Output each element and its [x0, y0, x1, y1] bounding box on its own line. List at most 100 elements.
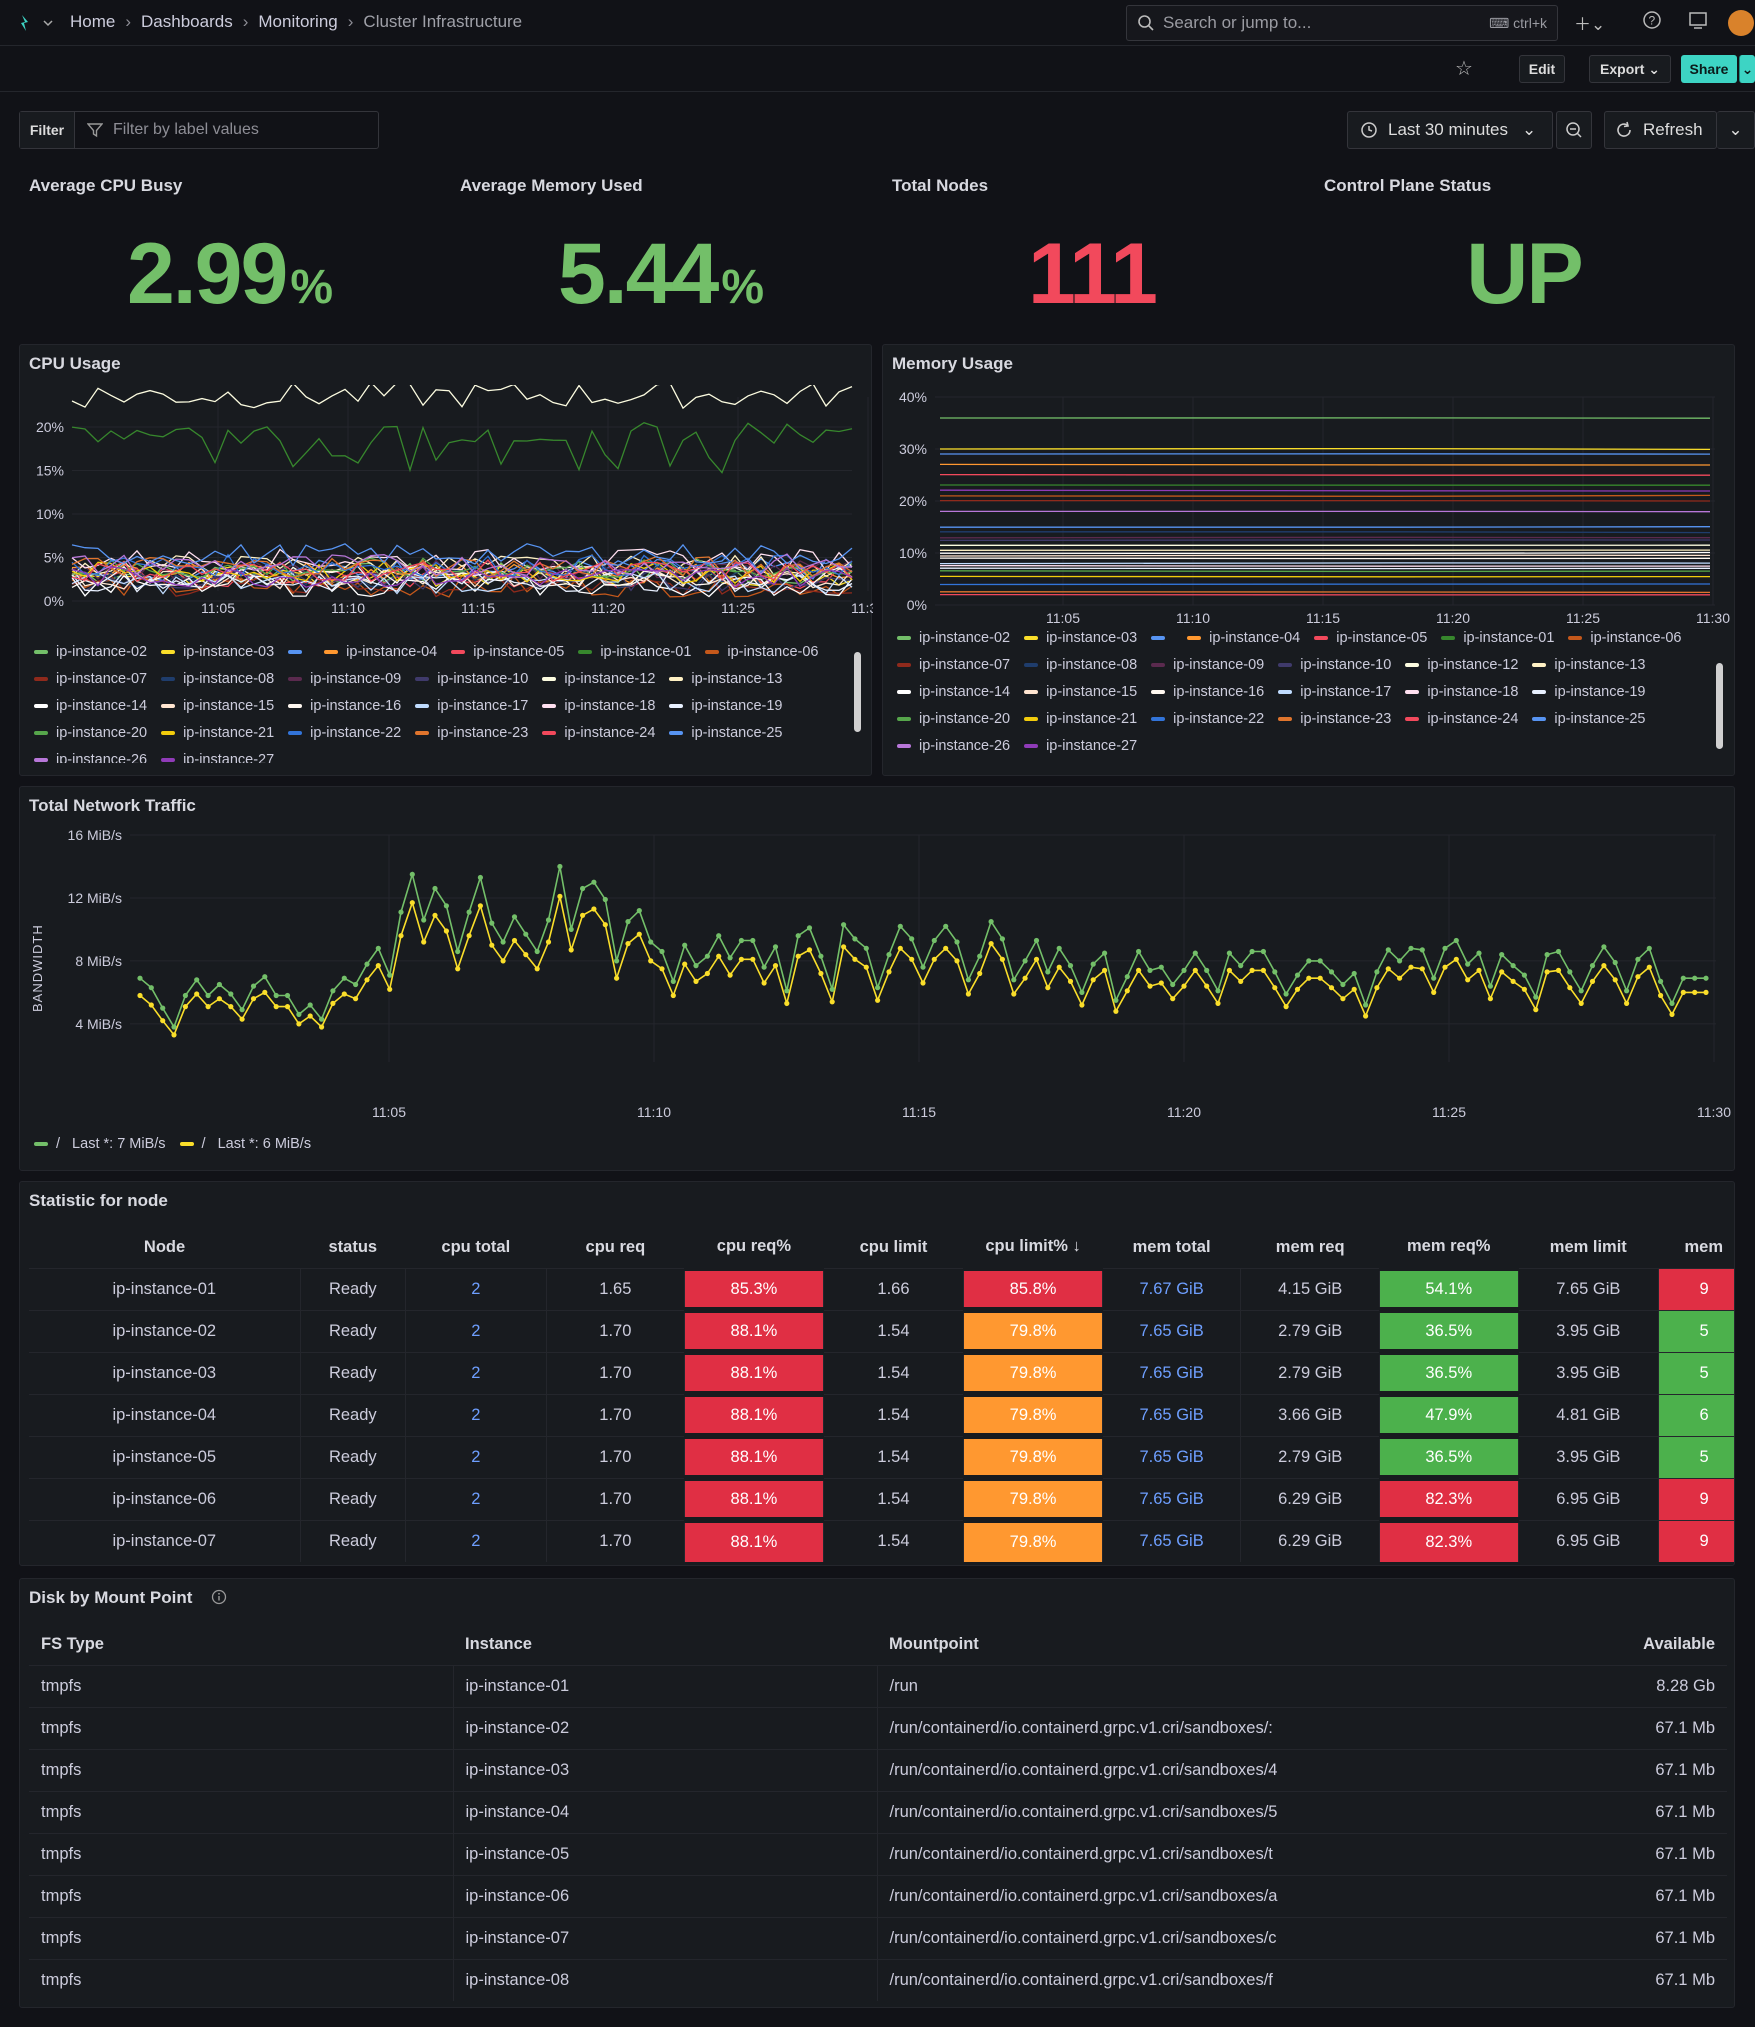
legend-item[interactable]: ip-instance-07: [34, 666, 147, 693]
memory-usage-panel[interactable]: Memory Usage 40% 30% 20% 10% 0% 11:05 11:10 11:…: [882, 344, 1735, 776]
zoom-out-button[interactable]: [1556, 111, 1592, 149]
share-dropdown-button[interactable]: ⌄: [1739, 55, 1755, 83]
legend-item[interactable]: ip-instance-01: [1441, 625, 1554, 652]
time-range-picker[interactable]: Last 30 minutes ⌄: [1347, 111, 1553, 149]
legend-item[interactable]: ip-instance-14: [34, 693, 147, 720]
legend-item[interactable]: / Last *: 7 MiB/s: [34, 1131, 166, 1158]
news-icon[interactable]: [1688, 10, 1708, 35]
export-button[interactable]: Export ⌄: [1589, 55, 1671, 83]
grafana-logo-icon[interactable]: [18, 13, 54, 38]
legend-item[interactable]: ip-instance-21: [1024, 706, 1137, 733]
table-cell[interactable]: 7.65 GiB: [1101, 1477, 1241, 1520]
legend-item[interactable]: ip-instance-16: [288, 693, 401, 720]
refresh-interval-dropdown[interactable]: ⌄: [1717, 111, 1755, 149]
table-cell[interactable]: 7.65 GiB: [1101, 1351, 1241, 1394]
legend-item[interactable]: ip-instance-15: [1024, 679, 1137, 706]
legend-item[interactable]: ip-instance-13: [669, 666, 782, 693]
legend-item[interactable]: [1151, 625, 1173, 652]
legend-item[interactable]: ip-instance-05: [451, 639, 564, 666]
legend-item[interactable]: ip-instance-27: [161, 747, 274, 763]
refresh-button[interactable]: Refresh: [1604, 111, 1717, 149]
search-input[interactable]: Search or jump to... ⌨ ctrl+k: [1126, 5, 1558, 41]
legend-item[interactable]: ip-instance-04: [324, 639, 437, 666]
legend-item[interactable]: ip-instance-25: [669, 720, 782, 747]
info-icon[interactable]: [211, 1589, 227, 1605]
table-cell[interactable]: 7.65 GiB: [1101, 1309, 1241, 1352]
legend-item[interactable]: ip-instance-03: [1024, 625, 1137, 652]
column-header[interactable]: cpu req%: [685, 1228, 824, 1268]
legend-item[interactable]: ip-instance-26: [34, 747, 147, 763]
legend-item[interactable]: ip-instance-22: [288, 720, 401, 747]
legend-item[interactable]: ip-instance-20: [34, 720, 147, 747]
legend-item[interactable]: ip-instance-02: [897, 625, 1010, 652]
share-button[interactable]: Share: [1681, 55, 1737, 83]
cpu-usage-panel[interactable]: CPU Usage 20% 15% 10% 5% 0% 11:05 11:10 11:15 11…: [19, 344, 873, 776]
legend-item[interactable]: ip-instance-01: [578, 639, 691, 666]
breadcrumb-monitoring[interactable]: Monitoring: [258, 12, 338, 31]
legend-item[interactable]: ip-instance-23: [415, 720, 528, 747]
legend-item[interactable]: ip-instance-02: [34, 639, 147, 666]
legend-item[interactable]: ip-instance-03: [161, 639, 274, 666]
legend-item[interactable]: ip-instance-09: [1151, 652, 1264, 679]
table-cell[interactable]: 2: [405, 1309, 547, 1352]
breadcrumb-home[interactable]: Home: [70, 12, 116, 31]
legend-scrollbar[interactable]: [1716, 663, 1723, 749]
legend-item[interactable]: / Last *: 6 MiB/s: [179, 1131, 311, 1158]
legend-item[interactable]: ip-instance-15: [161, 693, 274, 720]
legend-item[interactable]: ip-instance-08: [1024, 652, 1137, 679]
table-cell[interactable]: 2: [405, 1267, 547, 1310]
legend-item[interactable]: ip-instance-21: [161, 720, 274, 747]
legend-item[interactable]: ip-instance-08: [161, 666, 274, 693]
column-header[interactable]: mem total: [1102, 1228, 1241, 1268]
legend-item[interactable]: ip-instance-10: [1278, 652, 1391, 679]
column-header[interactable]: mem limit: [1518, 1228, 1659, 1268]
legend-item[interactable]: ip-instance-19: [669, 693, 782, 720]
legend-item[interactable]: [288, 639, 310, 666]
legend-item[interactable]: ip-instance-25: [1532, 706, 1645, 733]
legend-item[interactable]: ip-instance-22: [1151, 706, 1264, 733]
legend-item[interactable]: ip-instance-16: [1151, 679, 1264, 706]
legend-item[interactable]: ip-instance-10: [415, 666, 528, 693]
legend-item[interactable]: ip-instance-06: [1568, 625, 1681, 652]
plus-icon[interactable]: ＋⌄: [1574, 15, 1606, 34]
column-header[interactable]: Node: [29, 1228, 300, 1268]
table-cell[interactable]: 2: [405, 1435, 547, 1478]
legend-item[interactable]: ip-instance-13: [1532, 652, 1645, 679]
legend-item[interactable]: ip-instance-14: [897, 679, 1010, 706]
legend-item[interactable]: ip-instance-05: [1314, 625, 1427, 652]
legend-item[interactable]: ip-instance-12: [542, 666, 655, 693]
breadcrumb-dashboards[interactable]: Dashboards: [141, 12, 233, 31]
legend-item[interactable]: ip-instance-24: [542, 720, 655, 747]
table-cell[interactable]: 2: [405, 1393, 547, 1436]
legend-item[interactable]: ip-instance-27: [1024, 733, 1137, 760]
filter-input[interactable]: Filter by label values: [75, 112, 378, 148]
table-cell[interactable]: 7.67 GiB: [1101, 1267, 1241, 1310]
legend-scrollbar[interactable]: [854, 652, 861, 732]
legend-item[interactable]: ip-instance-07: [897, 652, 1010, 679]
column-header[interactable]: Instance: [465, 1635, 532, 1654]
column-header[interactable]: mem req%: [1379, 1228, 1518, 1268]
column-header[interactable]: mem: [1659, 1228, 1734, 1268]
cpu-usage-chart[interactable]: 20% 15% 10% 5% 0% 11:05 11:10 11:15 11:20 11:25 11…: [20, 385, 873, 625]
table-cell[interactable]: 7.65 GiB: [1101, 1519, 1241, 1562]
legend-item[interactable]: ip-instance-04: [1187, 625, 1300, 652]
column-header[interactable]: mem req: [1241, 1228, 1380, 1268]
edit-button[interactable]: Edit: [1519, 55, 1565, 83]
column-header[interactable]: FS Type: [41, 1635, 104, 1654]
column-header[interactable]: cpu req: [546, 1228, 685, 1268]
legend-item[interactable]: ip-instance-19: [1532, 679, 1645, 706]
table-cell[interactable]: 7.65 GiB: [1101, 1435, 1241, 1478]
legend-item[interactable]: ip-instance-12: [1405, 652, 1518, 679]
legend-item[interactable]: ip-instance-24: [1405, 706, 1518, 733]
legend-item[interactable]: ip-instance-06: [705, 639, 818, 666]
legend-item[interactable]: ip-instance-20: [897, 706, 1010, 733]
avatar[interactable]: [1728, 10, 1754, 36]
column-header[interactable]: Mountpoint: [889, 1635, 979, 1654]
column-header[interactable]: Available: [1643, 1635, 1715, 1654]
help-icon[interactable]: ?: [1642, 10, 1662, 35]
network-traffic-chart[interactable]: 16 MiB/s 12 MiB/s 8 MiB/s 4 MiB/s 11:05 11:10…: [20, 827, 1736, 1127]
table-cell[interactable]: 2: [405, 1519, 547, 1562]
legend-item[interactable]: ip-instance-09: [288, 666, 401, 693]
legend-item[interactable]: ip-instance-26: [897, 733, 1010, 760]
star-icon[interactable]: ☆: [1455, 58, 1473, 80]
